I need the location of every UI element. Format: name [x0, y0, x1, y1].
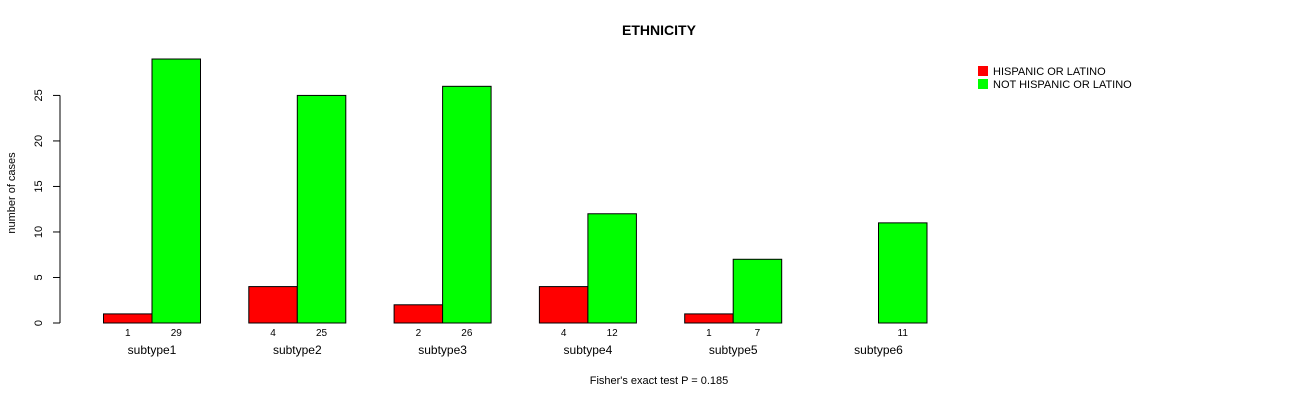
bar-value-label: 26 — [461, 328, 473, 339]
bar-value-label: 4 — [270, 328, 276, 339]
legend-swatch — [978, 66, 988, 76]
y-tick-label: 20 — [33, 135, 45, 147]
legend-label: NOT HISPANIC OR LATINO — [993, 79, 1132, 91]
y-tick-label: 10 — [33, 226, 45, 238]
bar-value-label: 7 — [755, 328, 761, 339]
bar — [587, 213, 637, 324]
bar-value-label: 1 — [706, 328, 712, 339]
bar-value-label: 29 — [171, 328, 183, 339]
category-label: subtype6 — [854, 343, 903, 357]
y-tick-label: 0 — [33, 320, 45, 326]
bar — [684, 313, 734, 324]
category-label: subtype1 — [128, 343, 177, 357]
bar-value-label: 11 — [898, 328, 909, 339]
bar-value-label: 1 — [125, 328, 131, 339]
bar — [878, 222, 928, 324]
bar — [248, 286, 298, 324]
y-axis-label: number of cases — [6, 152, 18, 234]
bar-value-label: 12 — [607, 328, 619, 339]
category-label: subtype5 — [709, 343, 758, 357]
bar — [151, 58, 201, 324]
footer-text: Fisher's exact test P = 0.185 — [590, 375, 729, 387]
y-tick-label: 15 — [33, 180, 45, 192]
category-label: subtype2 — [273, 343, 322, 357]
bar — [296, 94, 347, 324]
y-tick-label: 25 — [33, 89, 45, 101]
bar — [442, 85, 492, 324]
y-tick-label: 5 — [33, 274, 45, 280]
bar — [732, 258, 783, 324]
bar — [103, 313, 153, 324]
category-label: subtype3 — [418, 343, 467, 357]
legend-swatch — [978, 79, 988, 89]
bar-value-label: 4 — [561, 328, 567, 339]
category-labels: subtype1 subtype2 subtype3 subtype4 subtype5… — [128, 343, 904, 357]
bar-value-label: 25 — [316, 328, 328, 339]
legend-label: HISPANIC OR LATINO — [993, 66, 1106, 78]
bars — [103, 58, 928, 324]
bar-value-label: 2 — [416, 328, 422, 339]
y-axis: 0 5 10 15 20 25 — [33, 89, 61, 326]
bar — [393, 304, 444, 324]
bar — [538, 286, 589, 324]
chart-title: ETHNICITY — [622, 22, 697, 38]
category-label: subtype4 — [564, 343, 613, 357]
bar-value-labels: 1 29 4 25 2 26 4 12 1 7 11 — [125, 328, 908, 339]
